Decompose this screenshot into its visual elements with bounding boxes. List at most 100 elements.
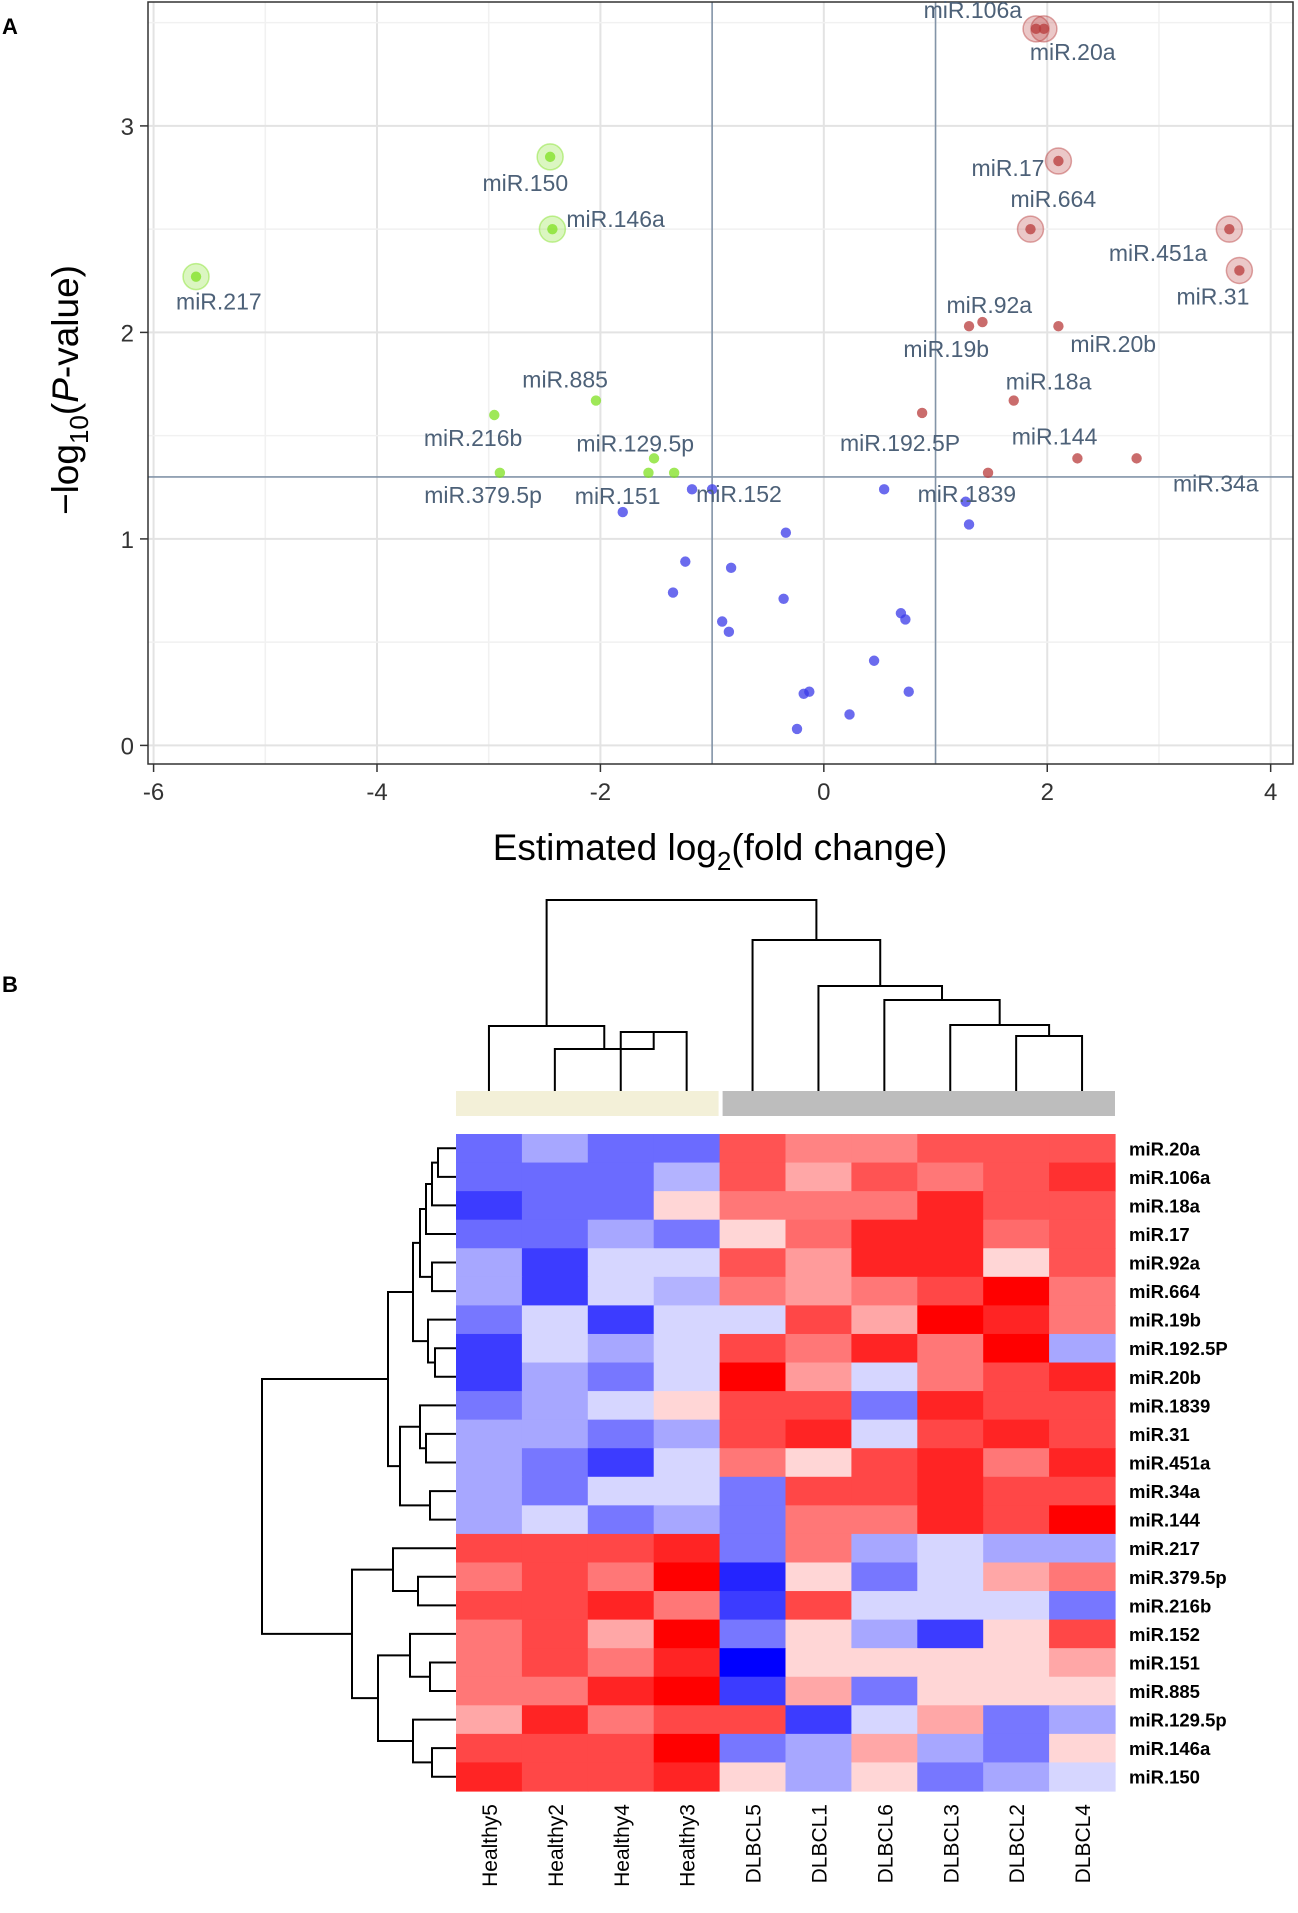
heatmap-cell-mir-31-healthy5 [456, 1419, 523, 1449]
heatmap-cell-mir-18a-healthy2 [521, 1191, 589, 1221]
heatmap-cell-mir-217-healthy5 [456, 1533, 523, 1564]
row-dendrogram-branch [351, 1568, 393, 1700]
volcano-point [706, 484, 718, 495]
row-dendrogram-branch [429, 1490, 456, 1521]
heatmap-cell-mir-106a-dlbcl1 [785, 1162, 852, 1192]
heatmap-cell-mir-92a-dlbcl1 [785, 1248, 852, 1278]
heatmap-cell-mir-106a-healthy2 [521, 1162, 589, 1192]
heatmap-cell-mir-19b-healthy5 [456, 1305, 523, 1335]
heatmap-cell-mir-20a-healthy5 [456, 1134, 523, 1164]
mir-152-point [668, 467, 680, 479]
mir-152-label: miR.152 [696, 481, 782, 507]
row-dendrogram-branch [417, 1575, 456, 1607]
x-tick-label: 2 [1041, 779, 1054, 806]
heatmap-cell-mir-379-5p-healthy5 [456, 1562, 523, 1592]
x-tick-label: -6 [143, 779, 164, 806]
heatmap-cell-mir-20b-dlbcl3 [917, 1362, 984, 1392]
heatmap-row-labels: miR.20a miR.106a miR.18a miR.17 miR.92a miR.6… [1129, 1138, 1228, 1787]
row-label-mir-1839: miR.1839 [1129, 1395, 1210, 1416]
volcano-point [844, 709, 855, 720]
heatmap-cell-mir-19b-dlbcl3 [917, 1305, 984, 1335]
volcano-point [617, 506, 628, 518]
mir-18a-point [1008, 395, 1019, 406]
heatmap-cell-mir-150-healthy4 [587, 1762, 655, 1792]
mir-106a-point [1030, 23, 1042, 35]
heatmap-cell-mir-1839-dlbcl4 [1049, 1391, 1116, 1421]
heatmap-cell-mir-18a-dlbcl6 [851, 1191, 918, 1221]
mir-31-label: miR.31 [1177, 283, 1250, 309]
mir-146a-point [547, 223, 558, 235]
heatmap-cell-mir-379-5p-dlbcl4 [1049, 1562, 1116, 1592]
row-dendrogram-branch [377, 1654, 413, 1743]
mir-18a-label: miR.18a [1006, 369, 1092, 395]
heatmap-cell-mir-129-5p-dlbcl4 [1049, 1705, 1116, 1735]
x-tick-label: 0 [817, 779, 830, 806]
mir-20a-point [1038, 23, 1050, 35]
mir-379-5p-label: miR.379.5p [424, 482, 542, 508]
heatmap-cell-mir-664-dlbcl6 [851, 1276, 918, 1306]
row-dendrogram-branch [409, 1632, 456, 1678]
heatmap-cell-mir-31-dlbcl1 [785, 1419, 852, 1449]
row-label-mir-129-5p: miR.129.5p [1129, 1710, 1227, 1731]
mir-106a-label: miR.106a [924, 0, 1023, 23]
heatmap-cell-mir-451a-healthy5 [456, 1448, 523, 1478]
heatmap-cell-mir-20b-healthy3 [653, 1362, 721, 1392]
heatmap-cell-mir-146a-dlbcl6 [851, 1733, 918, 1764]
heatmap-cell-mir-17-dlbcl2 [983, 1219, 1050, 1249]
x-tick-label: 4 [1264, 779, 1277, 806]
heatmap-cell-mir-216b-dlbcl2 [983, 1591, 1050, 1621]
volcano-plot-area [148, 2, 1293, 764]
mir-20b-point [1053, 321, 1064, 332]
row-label-mir-451a: miR.451a [1129, 1453, 1211, 1474]
heatmap-cell-mir-20b-healthy2 [521, 1362, 589, 1392]
heatmap-cell-mir-151-healthy5 [456, 1648, 523, 1678]
heatmap-cell-mir-451a-dlbcl4 [1049, 1448, 1116, 1478]
heatmap-cell-mir-129-5p-dlbcl1 [785, 1705, 852, 1735]
heatmap-cell-mir-144-dlbcl4 [1049, 1505, 1116, 1535]
heatmap-cell-mir-217-dlbcl5 [719, 1533, 787, 1564]
heatmap-cell-mir-34a-dlbcl3 [917, 1476, 984, 1506]
heatmap-cell-mir-144-healthy4 [587, 1505, 655, 1535]
heatmap-cell-mir-18a-healthy5 [456, 1191, 523, 1221]
heatmap-cell-mir-34a-dlbcl6 [851, 1476, 918, 1506]
heatmap-cell-mir-217-healthy4 [587, 1533, 655, 1564]
row-dendrogram-branch [412, 1718, 456, 1764]
heatmap-cell-mir-144-dlbcl2 [983, 1505, 1050, 1535]
heatmap-cell-mir-217-dlbcl3 [917, 1533, 984, 1564]
heatmap-cell-mir-144-healthy5 [456, 1505, 523, 1535]
row-dendrogram-branch [427, 1318, 456, 1364]
row-label-mir-152: miR.152 [1129, 1624, 1200, 1645]
heatmap-cell-mir-31-healthy3 [653, 1419, 721, 1449]
heatmap-cell-mir-106a-dlbcl5 [719, 1162, 787, 1192]
heatmap-cell-mir-1839-healthy3 [653, 1391, 721, 1421]
heatmap-cell-mir-151-dlbcl3 [917, 1648, 984, 1678]
heatmap-cell-mir-129-5p-healthy2 [521, 1705, 589, 1735]
mir-20b-label: miR.20b [1070, 331, 1156, 357]
group-annotation-bar [456, 1091, 1115, 1116]
heatmap-cell-mir-146a-dlbcl2 [983, 1733, 1050, 1764]
row-dendrogram-branch [431, 1161, 456, 1207]
heatmap-cell-mir-664-dlbcl1 [785, 1276, 852, 1306]
heatmap-cell-mir-106a-dlbcl3 [917, 1162, 984, 1192]
heatmap-cell-mir-216b-dlbcl3 [917, 1591, 984, 1621]
heatmap-cell-mir-20b-dlbcl5 [719, 1362, 787, 1392]
heatmap-cell-mir-19b-dlbcl1 [785, 1305, 852, 1335]
heatmap-cell-mir-192-5p-dlbcl3 [917, 1333, 984, 1364]
mir-92a-point [977, 316, 988, 328]
heatmap-cell-mir-92a-dlbcl6 [851, 1248, 918, 1278]
mir-92a-label: miR.92a [946, 292, 1032, 318]
mir-216b-label: miR.216b [424, 425, 522, 451]
heatmap-cell-mir-18a-dlbcl4 [1049, 1191, 1116, 1221]
heatmap-cell-mir-146a-healthy3 [653, 1733, 721, 1764]
heatmap-cell-mir-144-healthy2 [521, 1505, 589, 1535]
heatmap-cell-mir-150-dlbcl5 [719, 1762, 787, 1792]
column-label-healthy4: Healthy4 [611, 1804, 634, 1887]
heatmap-cell-mir-217-dlbcl4 [1049, 1533, 1116, 1564]
mir-151-point [643, 467, 654, 479]
heatmap-cell-mir-106a-healthy5 [456, 1162, 523, 1192]
heatmap-cell-mir-34a-dlbcl2 [983, 1476, 1050, 1506]
mir-885-point [590, 395, 602, 406]
mir-151-label: miR.151 [575, 483, 661, 509]
column-dendrogram-branch [1015, 1035, 1084, 1091]
heatmap-cell-mir-192-5p-healthy3 [653, 1333, 721, 1364]
